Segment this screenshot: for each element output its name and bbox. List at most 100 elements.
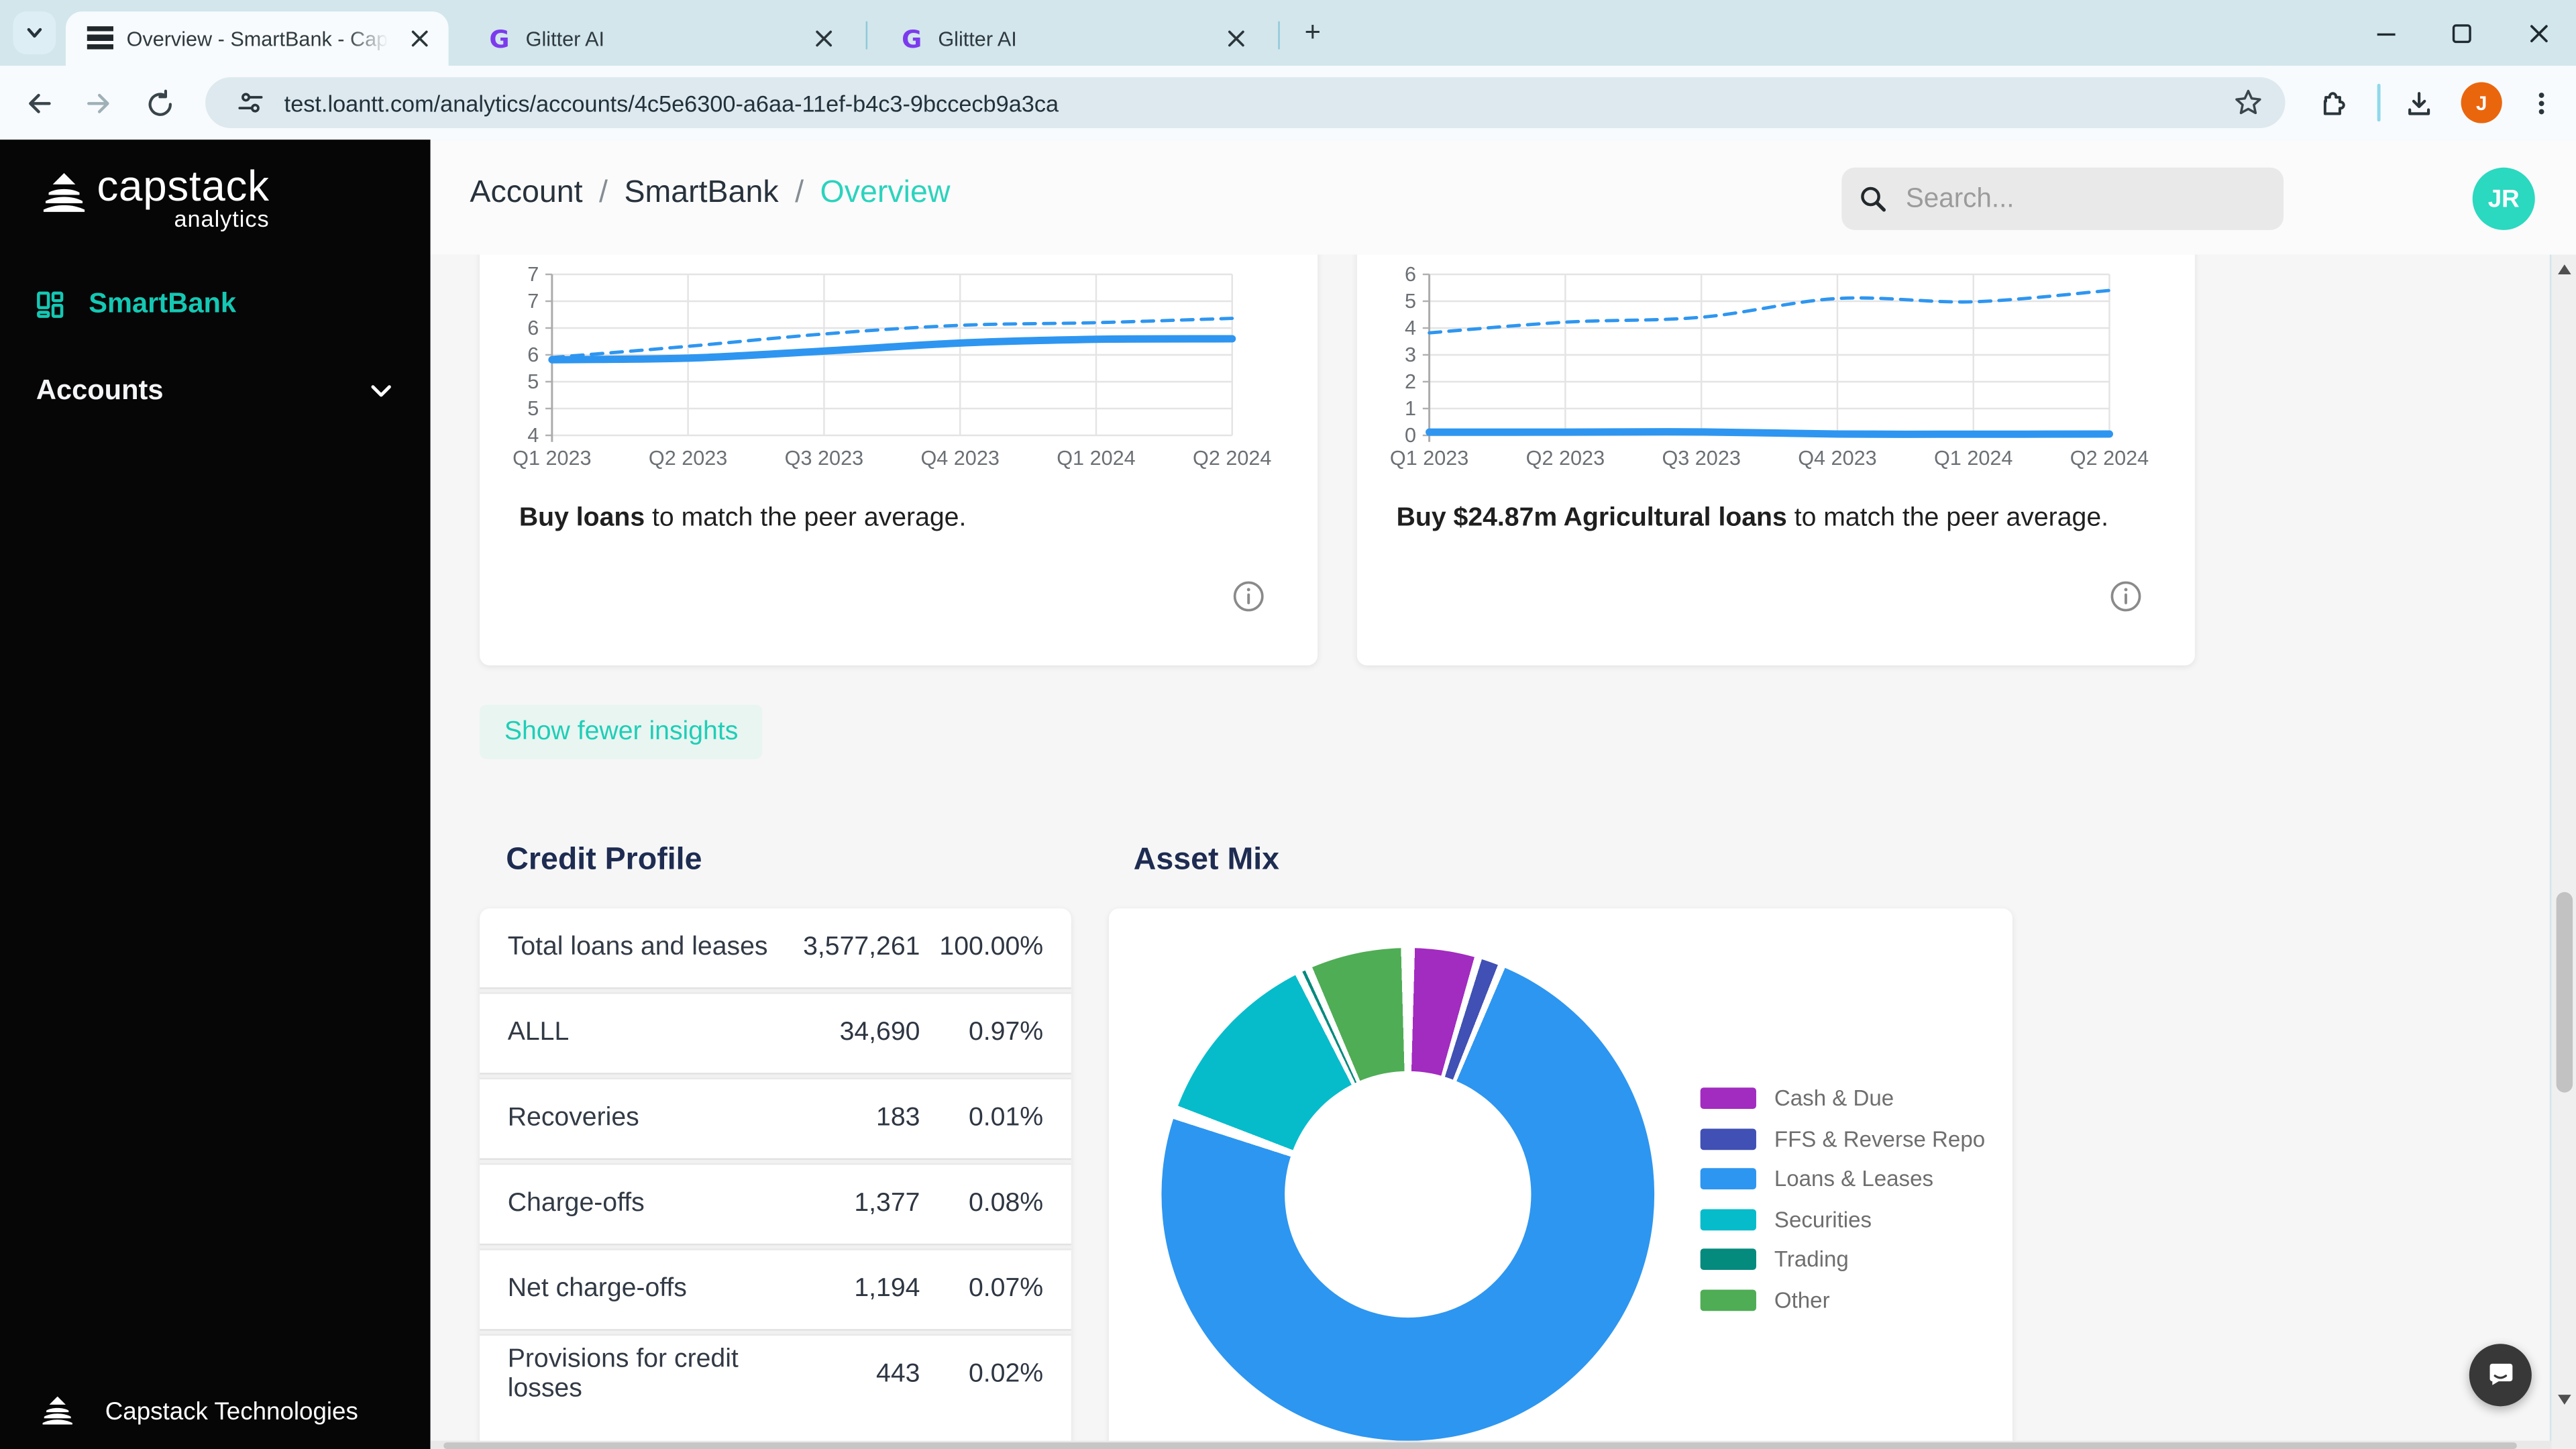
sidebar-footer[interactable]: Capstack Technologies bbox=[40, 1397, 358, 1428]
legend-swatch bbox=[1701, 1289, 1756, 1310]
svg-text:Q1 2023: Q1 2023 bbox=[1390, 447, 1468, 470]
browser-tab[interactable]: Overview - SmartBank - Capsta bbox=[66, 11, 449, 66]
main-area: Account / SmartBank / Overview JR 776655… bbox=[431, 140, 2576, 1449]
row-value: 183 bbox=[769, 1104, 920, 1134]
tab-close-button[interactable] bbox=[810, 25, 836, 52]
tab-strip: Overview - SmartBank - Capsta G Glitter … bbox=[0, 0, 2576, 66]
browser-tab[interactable]: G Glitter AI bbox=[877, 11, 1265, 66]
legend-label: Securities bbox=[1774, 1207, 1872, 1232]
close-icon bbox=[410, 30, 428, 48]
reload-icon bbox=[144, 88, 175, 119]
window-minimize-button[interactable] bbox=[2372, 19, 2400, 48]
svg-text:Q1 2023: Q1 2023 bbox=[513, 447, 591, 470]
search-box[interactable] bbox=[1841, 168, 2284, 230]
close-icon bbox=[2528, 23, 2550, 44]
asset-mix-title: Asset Mix bbox=[1134, 843, 1279, 879]
back-button[interactable] bbox=[19, 84, 59, 123]
sidebar-item-smartbank[interactable]: SmartBank bbox=[0, 276, 431, 331]
sidebar-item-label: Accounts bbox=[36, 374, 164, 407]
browser-profile-avatar[interactable]: J bbox=[2461, 82, 2502, 123]
svg-text:4: 4 bbox=[1405, 317, 1416, 339]
info-icon[interactable] bbox=[1232, 580, 1265, 612]
reload-button[interactable] bbox=[140, 84, 179, 123]
breadcrumb-overview[interactable]: Overview bbox=[820, 176, 951, 212]
svg-text:4: 4 bbox=[527, 424, 539, 447]
legend-item: Other bbox=[1701, 1287, 1985, 1312]
forward-button[interactable] bbox=[79, 84, 119, 123]
breadcrumb-account[interactable]: Account bbox=[470, 176, 582, 212]
downloads-button[interactable] bbox=[2399, 84, 2438, 123]
browser-window: Overview - SmartBank - Capsta G Glitter … bbox=[0, 0, 2576, 1449]
asset-mix-legend: Cash & Due FFS & Reverse Repo Loans & Le… bbox=[1701, 1086, 1985, 1328]
show-fewer-insights-button[interactable]: Show fewer insights bbox=[480, 705, 763, 759]
vertical-scrollbar[interactable] bbox=[2551, 255, 2576, 1449]
extensions-button[interactable] bbox=[2312, 84, 2351, 123]
info-icon[interactable] bbox=[2109, 580, 2142, 612]
row-percent: 0.02% bbox=[920, 1360, 1043, 1390]
window-close-button[interactable] bbox=[2525, 19, 2553, 48]
chat-widget-button[interactable] bbox=[2469, 1344, 2532, 1406]
glitter-favicon: G bbox=[899, 25, 925, 52]
kebab-menu-icon bbox=[2528, 91, 2555, 117]
legend-item: Securities bbox=[1701, 1207, 1985, 1232]
tune-icon bbox=[235, 89, 264, 117]
row-value: 1,377 bbox=[769, 1189, 920, 1219]
capstack-favicon bbox=[87, 25, 113, 52]
browser-menu-button[interactable] bbox=[2522, 84, 2561, 123]
breadcrumb: Account / SmartBank / Overview bbox=[470, 176, 950, 212]
credit-profile-row: ALLL 34,690 0.97% bbox=[480, 994, 1071, 1073]
app-header: Account / SmartBank / Overview JR bbox=[431, 140, 2576, 254]
insight-text: Buy loans to match the peer average. bbox=[519, 501, 966, 537]
svg-text:Q2 2024: Q2 2024 bbox=[2070, 447, 2149, 470]
browser-tab[interactable]: G Glitter AI bbox=[465, 11, 853, 66]
window-maximize-button[interactable] bbox=[2448, 19, 2476, 48]
legend-label: Cash & Due bbox=[1774, 1086, 1894, 1111]
search-input[interactable] bbox=[1902, 182, 2231, 216]
legend-item: FFS & Reverse Repo bbox=[1701, 1126, 1985, 1151]
svg-text:0: 0 bbox=[1405, 424, 1416, 447]
row-separator bbox=[480, 1244, 1071, 1250]
capstack-logo[interactable]: capstack analytics bbox=[40, 162, 270, 231]
maximize-icon bbox=[2451, 23, 2473, 44]
sidebar: capstack analytics SmartBank Accounts Ca… bbox=[0, 140, 431, 1449]
svg-text:6: 6 bbox=[527, 317, 539, 339]
breadcrumb-smartbank[interactable]: SmartBank bbox=[624, 176, 778, 212]
svg-text:Q1 2024: Q1 2024 bbox=[1934, 447, 2012, 470]
tab-close-button[interactable] bbox=[406, 25, 432, 52]
row-percent: 0.01% bbox=[920, 1104, 1043, 1134]
asset-mix-card: Cash & Due FFS & Reverse Repo Loans & Le… bbox=[1109, 908, 2012, 1449]
scroll-up-arrow[interactable] bbox=[2558, 264, 2571, 274]
peer-comparison-line-chart: 7766554Q1 2023Q2 2023Q3 2023Q4 2023Q1 20… bbox=[502, 261, 1258, 481]
legend-item: Cash & Due bbox=[1701, 1086, 1985, 1111]
new-tab-button[interactable]: + bbox=[1295, 15, 1331, 51]
url-text[interactable]: test.loantt.com/analytics/accounts/4c5e6… bbox=[284, 89, 2230, 115]
row-separator bbox=[480, 1073, 1071, 1079]
row-separator bbox=[480, 1159, 1071, 1165]
legend-label: Other bbox=[1774, 1287, 1830, 1312]
horizontal-scrollbar[interactable] bbox=[431, 1441, 2552, 1449]
legend-swatch bbox=[1701, 1128, 1756, 1149]
scroll-down-arrow[interactable] bbox=[2558, 1395, 2571, 1405]
tab-close-button[interactable] bbox=[1222, 25, 1248, 52]
credit-profile-row: Total loans and leases 3,577,261 100.00% bbox=[480, 908, 1071, 987]
svg-text:Q4 2023: Q4 2023 bbox=[1798, 447, 1876, 470]
legend-label: Loans & Leases bbox=[1774, 1167, 1933, 1191]
sidebar-footer-label: Capstack Technologies bbox=[105, 1398, 358, 1426]
bookmark-star-icon[interactable] bbox=[2229, 85, 2265, 121]
tab-title: Overview - SmartBank - Capsta bbox=[127, 27, 396, 50]
svg-text:Q2 2023: Q2 2023 bbox=[1526, 447, 1605, 470]
horizontal-scrollbar-thumb[interactable] bbox=[443, 1442, 2517, 1449]
legend-label: Trading bbox=[1774, 1247, 1849, 1272]
tab-search-button[interactable] bbox=[13, 11, 56, 54]
scrollbar-thumb[interactable] bbox=[2557, 892, 2573, 1093]
sidebar-item-accounts[interactable]: Accounts bbox=[0, 363, 431, 419]
legend-label: FFS & Reverse Repo bbox=[1774, 1126, 1985, 1151]
glitter-favicon: G bbox=[486, 25, 513, 52]
row-label: Charge-offs bbox=[508, 1189, 769, 1219]
site-info-icon[interactable] bbox=[231, 85, 268, 121]
user-avatar[interactable]: JR bbox=[2473, 168, 2535, 230]
address-bar[interactable]: test.loantt.com/analytics/accounts/4c5e6… bbox=[205, 77, 2285, 128]
row-label: Net charge-offs bbox=[508, 1275, 769, 1304]
logo-subtitle: analytics bbox=[174, 205, 269, 231]
svg-text:5: 5 bbox=[527, 370, 539, 393]
